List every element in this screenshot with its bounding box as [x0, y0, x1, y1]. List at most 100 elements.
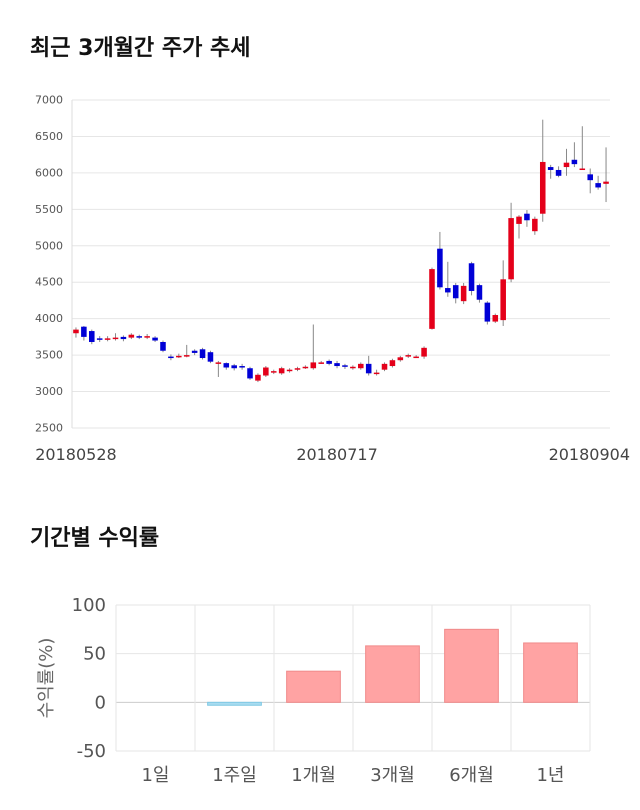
candle-body [96, 338, 103, 340]
x-tick-label: 1년 [536, 765, 564, 786]
candle-body [334, 363, 340, 367]
candle-body [421, 347, 427, 357]
y-tick-label: 6500 [35, 130, 63, 143]
candle-body [263, 367, 269, 376]
candle-body [484, 302, 491, 322]
candle-body [365, 363, 372, 374]
y-axis-label: 수익률(%) [36, 638, 57, 719]
candle-body [112, 337, 119, 340]
stock-trend-title: 최근 3개월간 주가 추세 [30, 36, 251, 61]
candle-body [318, 362, 324, 364]
candle-body [524, 213, 530, 221]
candle-body [168, 356, 174, 359]
candle-body [89, 331, 95, 342]
return-bar [286, 670, 341, 703]
candle-body [136, 336, 143, 338]
candle-body [373, 372, 380, 375]
candle-body [223, 363, 230, 368]
period-return-bar-chart: -50 0 50 100 수익률(%) 1일 1주일 1개월 3개월 6개월 1년 [36, 595, 591, 786]
period-return-title: 기간별 수익률 [30, 526, 160, 551]
candle-body [239, 366, 245, 368]
candle-body [587, 174, 593, 181]
candle-body [603, 181, 609, 184]
candle-body [413, 356, 419, 359]
candle-body [199, 349, 206, 359]
candle-body [120, 336, 127, 340]
x-tick-label: 20180528 [35, 445, 116, 464]
return-bar [523, 642, 578, 703]
candle-body [81, 326, 87, 337]
candle-body [532, 218, 538, 232]
return-bar [207, 701, 262, 706]
candle-body [492, 315, 499, 322]
candle-body [579, 168, 586, 171]
candle-body [571, 159, 578, 165]
candle-body [176, 355, 182, 358]
candle-body [342, 365, 348, 367]
candle-body [547, 167, 554, 170]
candle-body [302, 366, 309, 369]
candle-body [286, 369, 293, 372]
candle-body [247, 368, 253, 379]
y-tick-label: 5000 [35, 239, 63, 252]
candle-body [255, 374, 261, 381]
candle-body [278, 368, 285, 374]
candle-body [508, 218, 514, 280]
candle-body [104, 338, 111, 340]
x-tick-label: 20180904 [549, 445, 630, 464]
y-tick-label: 4000 [35, 312, 63, 325]
x-tick-label: 1개월 [291, 765, 336, 786]
candle-body [128, 334, 135, 338]
x-tick-label: 1일 [141, 765, 169, 786]
return-bar [444, 628, 499, 703]
candle-body [270, 371, 277, 373]
y-tick-label: 4500 [35, 276, 63, 289]
y-tick-label: 6000 [35, 166, 63, 179]
candle-body [358, 363, 364, 369]
candle-body [476, 285, 483, 300]
candlestick-chart: 2500 3000 3500 4000 4500 5000 5500 6000 6500 7000… [35, 94, 630, 465]
x-tick-label: 20180717 [296, 445, 377, 464]
candle-body [429, 269, 435, 329]
candle-body [215, 362, 222, 364]
candle-body [183, 355, 190, 357]
candle-body [405, 355, 412, 357]
candle-body [326, 360, 332, 364]
y-tick-label: 50 [83, 644, 106, 665]
candle-body [152, 337, 158, 341]
x-tick-label: 3개월 [370, 765, 415, 786]
candle-body [539, 161, 546, 214]
y-tick-label: 100 [72, 595, 106, 616]
x-tick-label: 6개월 [449, 765, 494, 786]
candle-body [73, 329, 79, 334]
y-tick-label: -50 [77, 741, 106, 762]
candle-body [381, 363, 388, 370]
candle-body [160, 341, 166, 351]
candle-body [231, 365, 237, 369]
y-tick-label: 5500 [35, 203, 63, 216]
candle-body [207, 352, 214, 362]
y-tick-label: 7000 [35, 94, 63, 107]
candle-body [516, 216, 522, 224]
candle-body [452, 285, 459, 299]
candle-body [397, 357, 404, 361]
candle-body [468, 263, 475, 291]
candle-body [555, 169, 562, 176]
return-bar [365, 645, 420, 703]
y-tick-label: 0 [95, 692, 106, 713]
candle-body [294, 368, 301, 370]
candle-body [437, 248, 443, 288]
candle-body [563, 162, 570, 168]
candle-body [310, 362, 317, 369]
candle-body [460, 285, 467, 302]
x-tick-label: 1주일 [212, 765, 257, 786]
candle-body [350, 366, 356, 369]
candle-body [389, 360, 396, 367]
y-tick-label: 3500 [35, 349, 63, 362]
candle-body [144, 336, 150, 338]
y-tick-label: 3000 [35, 385, 63, 398]
candle-body [445, 288, 451, 293]
candle-body [595, 183, 601, 188]
y-tick-label: 2500 [35, 422, 63, 435]
candle-body [500, 279, 506, 321]
